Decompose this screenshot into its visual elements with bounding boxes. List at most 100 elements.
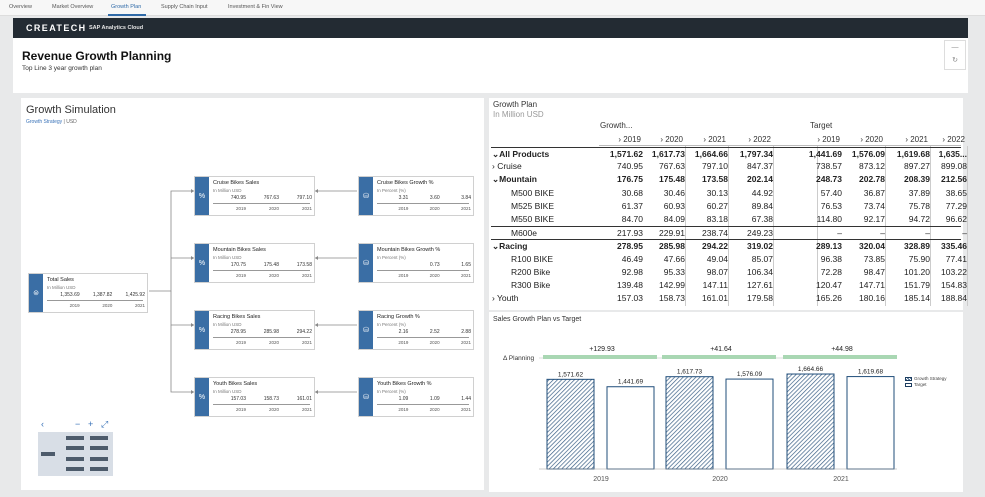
node-value[interactable]: 2.16 xyxy=(398,329,409,335)
table-cell[interactable]: 1,619.68 xyxy=(896,149,930,159)
year-header[interactable]: › 2022 xyxy=(748,135,771,144)
tab-growth-plan[interactable]: Growth Plan xyxy=(111,4,142,10)
table-cell[interactable]: 249.23 xyxy=(747,228,773,239)
year-header[interactable]: › 2021 xyxy=(703,135,726,144)
growth-strategy-link[interactable]: Growth Strategy xyxy=(26,119,63,125)
table-cell[interactable]: 1,441.69 xyxy=(808,149,842,159)
table-cell[interactable]: 1,576.09 xyxy=(851,149,885,159)
year-header[interactable]: › 2021 xyxy=(905,135,928,144)
table-cell[interactable]: 142.99 xyxy=(659,280,685,290)
node-value[interactable]: 285.98 xyxy=(263,329,279,335)
table-cell[interactable]: 139.48 xyxy=(617,280,643,290)
table-cell[interactable]: 38.65 xyxy=(945,187,967,198)
table-cell[interactable]: 202.78 xyxy=(859,174,885,185)
table-cell[interactable]: 84.09 xyxy=(663,214,685,224)
column-group-target[interactable]: Target xyxy=(810,121,833,130)
minimize-icon[interactable]: — xyxy=(951,44,959,51)
table-row[interactable]: M600e 217.93 229.91 238.74 249.23 – – – – xyxy=(491,226,967,239)
legend-growth-strategy[interactable]: Growth Strategy xyxy=(905,376,947,382)
refresh-icon[interactable]: ↻ xyxy=(952,57,958,64)
tab-supply-chain-input[interactable]: Supply Chain Input xyxy=(161,4,208,10)
table-cell[interactable]: 75.90 xyxy=(908,253,930,264)
table-cell[interactable]: 75.78 xyxy=(908,200,930,211)
table-cell[interactable]: 328.89 xyxy=(904,241,930,252)
node-value[interactable]: 1.44 xyxy=(461,396,471,402)
table-cell[interactable]: 248.73 xyxy=(816,174,842,185)
table-cell[interactable]: 185.14 xyxy=(904,293,930,304)
table-cell[interactable]: 103.22 xyxy=(941,266,967,277)
table-cell[interactable]: 73.85 xyxy=(863,253,885,264)
node-value[interactable]: 2.52 xyxy=(429,329,440,335)
table-cell[interactable]: 60.93 xyxy=(663,200,685,211)
table-cell[interactable]: 61.37 xyxy=(621,200,643,211)
table-cell[interactable]: 1,635... xyxy=(938,149,967,159)
tab-investment-fin-view[interactable]: Investment & Fin View xyxy=(228,4,283,10)
table-cell[interactable]: 49.04 xyxy=(706,253,728,264)
year-header[interactable]: › 2019 xyxy=(618,135,641,144)
node-value[interactable]: 1.65 xyxy=(461,262,471,268)
table-cell[interactable]: 1,571.62 xyxy=(609,149,643,159)
table-cell[interactable]: 738.57 xyxy=(816,161,842,172)
table-cell[interactable]: 96.62 xyxy=(945,214,967,224)
table-cell[interactable]: 98.07 xyxy=(706,266,728,277)
zoom-out-button[interactable]: − xyxy=(75,419,81,429)
table-cell[interactable]: 899.08 xyxy=(941,161,967,172)
node-cruise-bikes-growth[interactable]: ⛁ Cruise Bikes Growth % In Percent (%) 3.31… xyxy=(358,176,474,216)
node-value[interactable]: 1.09 xyxy=(398,396,409,402)
table-cell[interactable]: 873.12 xyxy=(859,161,885,172)
node-youth-bikes-sales[interactable]: % Youth Bikes Sales In Million USD 157.03 15… xyxy=(194,377,315,417)
fit-to-screen-button[interactable]: ⤢ xyxy=(101,419,109,429)
table-cell[interactable]: 37.89 xyxy=(908,187,930,198)
node-mountain-bikes-growth[interactable]: ⛁ Mountain Bikes Growth % In Percent (%) 0.… xyxy=(358,243,474,283)
table-cell[interactable]: 212.56 xyxy=(941,174,967,185)
node-racing-growth[interactable]: ⛁ Racing Growth % In Percent (%) 2.16 2.52 2.… xyxy=(358,310,474,350)
table-cell[interactable]: 47.66 xyxy=(663,253,685,264)
table-cell[interactable]: 30.46 xyxy=(663,187,685,198)
table-cell[interactable]: 208.39 xyxy=(904,174,930,185)
table-row[interactable]: › Cruise 740.95 767.63 797.10 847.37 738.57 87… xyxy=(491,160,967,173)
table-cell[interactable]: 294.22 xyxy=(702,241,728,252)
table-cell[interactable]: 89.84 xyxy=(751,200,773,211)
table-row[interactable]: R100 BIKE 46.49 47.66 49.04 85.07 96.38 73.85 7… xyxy=(491,253,967,266)
node-mountain-bikes-sales[interactable]: % Mountain Bikes Sales In Million USD 170.7… xyxy=(194,243,315,283)
table-cell[interactable]: 740.95 xyxy=(617,161,643,172)
table-cell[interactable]: 101.20 xyxy=(904,266,930,277)
table-cell[interactable]: 72.28 xyxy=(820,266,842,277)
table-cell[interactable]: 85.07 xyxy=(751,253,773,264)
table-row[interactable]: M550 BIKE 84.70 84.09 83.18 67.38 114.80 92.17… xyxy=(491,213,967,226)
table-cell[interactable]: 147.11 xyxy=(702,280,728,290)
tree-minimap[interactable] xyxy=(38,432,113,476)
node-value[interactable]: 2.88 xyxy=(461,329,471,335)
legend-target[interactable]: Target xyxy=(905,382,947,388)
node-value[interactable]: 3.31 xyxy=(398,195,409,201)
table-cell[interactable]: 44.92 xyxy=(751,187,773,198)
table-cell[interactable]: 1,617.73 xyxy=(651,149,685,159)
table-cell[interactable]: 94.72 xyxy=(908,214,930,224)
table-row[interactable]: ⌄Racing 278.95 285.98 294.22 319.02 289.13 320… xyxy=(491,239,967,252)
node-value[interactable]: 294.22 xyxy=(296,329,312,335)
zoom-in-button[interactable]: + xyxy=(88,419,94,429)
table-cell[interactable]: 289.13 xyxy=(816,241,842,252)
table-cell[interactable]: 797.10 xyxy=(702,161,728,172)
table-cell[interactable]: 217.93 xyxy=(617,228,643,239)
year-header[interactable]: › 2020 xyxy=(860,135,883,144)
table-row[interactable]: ⌄All Products 1,571.62 1,617.73 1,664.66 1,7… xyxy=(491,147,967,160)
node-value[interactable]: 3.84 xyxy=(461,195,471,201)
table-cell[interactable]: 202.14 xyxy=(747,174,773,185)
node-value[interactable]: 1,425.92 xyxy=(125,292,145,298)
table-cell[interactable]: 188.84 xyxy=(941,293,967,304)
table-cell[interactable]: 114.80 xyxy=(816,214,842,224)
table-cell[interactable]: 285.98 xyxy=(659,241,685,252)
node-value[interactable]: 1.09 xyxy=(429,396,440,402)
table-cell[interactable]: 175.48 xyxy=(659,174,685,185)
table-cell[interactable]: 106.34 xyxy=(747,266,773,277)
table-cell[interactable]: 161.01 xyxy=(702,293,728,304)
table-cell[interactable]: 151.79 xyxy=(904,280,930,290)
node-value[interactable]: 158.73 xyxy=(263,396,279,402)
table-cell[interactable]: 158.73 xyxy=(659,293,685,304)
node-value[interactable]: 173.58 xyxy=(296,262,312,268)
node-value[interactable]: 3.60 xyxy=(429,195,440,201)
table-row[interactable]: › Youth 157.03 158.73 161.01 179.58 165.26 180… xyxy=(491,292,967,305)
table-cell[interactable]: 36.87 xyxy=(863,187,885,198)
table-cell[interactable]: 83.18 xyxy=(706,214,728,224)
